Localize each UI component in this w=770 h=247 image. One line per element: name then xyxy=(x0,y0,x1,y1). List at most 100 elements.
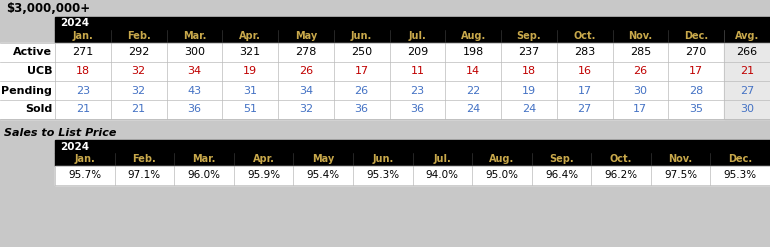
Bar xyxy=(724,43,770,62)
Bar xyxy=(55,43,724,62)
Text: 11: 11 xyxy=(410,66,424,77)
Text: 95.7%: 95.7% xyxy=(69,170,102,181)
Text: 32: 32 xyxy=(132,66,146,77)
Bar xyxy=(55,153,770,166)
Text: 21: 21 xyxy=(75,104,90,115)
Text: 95.4%: 95.4% xyxy=(306,170,340,181)
Text: 2024: 2024 xyxy=(60,19,89,28)
Text: 209: 209 xyxy=(407,47,428,58)
Text: 95.3%: 95.3% xyxy=(367,170,400,181)
Text: 321: 321 xyxy=(239,47,261,58)
Bar xyxy=(55,62,724,81)
Text: 32: 32 xyxy=(132,85,146,96)
Text: 96.2%: 96.2% xyxy=(604,170,638,181)
Text: 17: 17 xyxy=(633,104,648,115)
Text: 36: 36 xyxy=(355,104,369,115)
Text: May: May xyxy=(295,32,317,41)
Text: Jan.: Jan. xyxy=(72,32,93,41)
Text: 24: 24 xyxy=(466,104,480,115)
Text: Mar.: Mar. xyxy=(182,32,206,41)
Text: Nov.: Nov. xyxy=(668,155,693,165)
Text: 51: 51 xyxy=(243,104,257,115)
Text: 97.1%: 97.1% xyxy=(128,170,161,181)
Bar xyxy=(55,166,770,185)
Text: 283: 283 xyxy=(574,47,595,58)
Text: 19: 19 xyxy=(522,85,536,96)
Bar xyxy=(724,100,770,119)
Text: 17: 17 xyxy=(578,85,591,96)
Text: 30: 30 xyxy=(634,85,648,96)
Text: Mar.: Mar. xyxy=(192,155,216,165)
Text: Jul.: Jul. xyxy=(434,155,451,165)
Bar xyxy=(55,81,724,100)
Text: 28: 28 xyxy=(689,85,703,96)
Text: 95.3%: 95.3% xyxy=(724,170,757,181)
Text: 24: 24 xyxy=(522,104,536,115)
Text: Feb.: Feb. xyxy=(132,155,156,165)
Text: 270: 270 xyxy=(685,47,707,58)
Text: 250: 250 xyxy=(351,47,372,58)
Text: Sep.: Sep. xyxy=(549,155,574,165)
Bar xyxy=(0,81,55,100)
Text: 17: 17 xyxy=(689,66,703,77)
Text: 27: 27 xyxy=(578,104,592,115)
Text: Aug.: Aug. xyxy=(489,155,514,165)
Text: Sales to List Price: Sales to List Price xyxy=(4,128,116,139)
Text: 292: 292 xyxy=(128,47,149,58)
Bar xyxy=(724,62,770,81)
Text: 95.9%: 95.9% xyxy=(247,170,280,181)
Text: 271: 271 xyxy=(72,47,93,58)
Text: Nov.: Nov. xyxy=(628,32,652,41)
Text: 36: 36 xyxy=(410,104,424,115)
Text: 21: 21 xyxy=(740,66,754,77)
Text: Sep.: Sep. xyxy=(517,32,541,41)
Text: Apr.: Apr. xyxy=(239,32,261,41)
Bar xyxy=(724,81,770,100)
Text: 285: 285 xyxy=(630,47,651,58)
Bar xyxy=(0,62,55,81)
Text: 36: 36 xyxy=(187,104,202,115)
Text: $3,000,000+: $3,000,000+ xyxy=(6,2,90,15)
Text: 32: 32 xyxy=(299,104,313,115)
Bar xyxy=(55,140,770,153)
Bar xyxy=(55,30,770,43)
Text: 17: 17 xyxy=(354,66,369,77)
Text: UCB: UCB xyxy=(26,66,52,77)
Text: 278: 278 xyxy=(295,47,316,58)
Text: 300: 300 xyxy=(184,47,205,58)
Text: 94.0%: 94.0% xyxy=(426,170,459,181)
Text: Pending: Pending xyxy=(1,85,52,96)
Text: 23: 23 xyxy=(75,85,90,96)
Bar xyxy=(55,100,724,119)
Bar xyxy=(0,0,770,17)
Text: 16: 16 xyxy=(578,66,591,77)
Text: Jan.: Jan. xyxy=(75,155,95,165)
Text: Apr.: Apr. xyxy=(253,155,274,165)
Text: 2024: 2024 xyxy=(60,142,89,151)
Text: 97.5%: 97.5% xyxy=(664,170,697,181)
Text: Jun.: Jun. xyxy=(372,155,393,165)
Bar xyxy=(55,17,770,30)
Text: 19: 19 xyxy=(243,66,257,77)
Text: 34: 34 xyxy=(299,85,313,96)
Text: Oct.: Oct. xyxy=(574,32,596,41)
Text: 43: 43 xyxy=(187,85,202,96)
Text: 18: 18 xyxy=(75,66,90,77)
Text: 31: 31 xyxy=(243,85,257,96)
Text: 26: 26 xyxy=(633,66,648,77)
Bar xyxy=(0,100,55,119)
Text: 23: 23 xyxy=(410,85,424,96)
Text: 14: 14 xyxy=(466,66,480,77)
Text: 198: 198 xyxy=(463,47,484,58)
Text: Aug.: Aug. xyxy=(460,32,486,41)
Text: 237: 237 xyxy=(518,47,540,58)
Bar xyxy=(0,43,55,62)
Text: 18: 18 xyxy=(522,66,536,77)
Text: 30: 30 xyxy=(740,104,754,115)
Text: Sold: Sold xyxy=(25,104,52,115)
Text: 35: 35 xyxy=(689,104,703,115)
Text: Dec.: Dec. xyxy=(728,155,752,165)
Text: 21: 21 xyxy=(132,104,146,115)
Text: Active: Active xyxy=(13,47,52,58)
Text: May: May xyxy=(312,155,334,165)
